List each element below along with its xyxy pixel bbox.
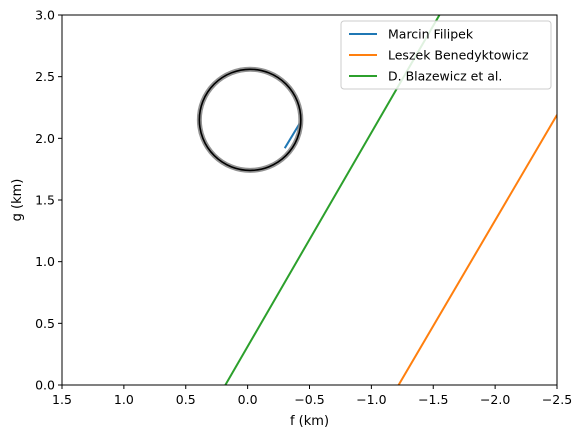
axes: 1.5 1.0 0.5 0.0 −0.5 −1.0 −1.5 −2.0 −2.5 0.0 0.5 1.… — [35, 8, 572, 408]
series-line-2 — [397, 114, 557, 385]
x-tick-label: −2.5 — [542, 392, 572, 407]
x-tick-label: −1.5 — [418, 392, 448, 407]
x-tick-label: 0.0 — [238, 392, 258, 407]
y-tick-label: 0.0 — [35, 378, 55, 393]
legend-label: D. Blazewicz et al. — [388, 69, 502, 84]
y-axis-label: g (km) — [10, 179, 25, 222]
legend-label: Marcin Filipek — [388, 27, 474, 42]
y-tick-label: 1.0 — [35, 254, 55, 269]
circle-outline — [198, 68, 302, 172]
y-tick-label: 0.5 — [35, 316, 55, 331]
series-line-1 — [283, 123, 301, 149]
x-tick-label: 1.5 — [52, 392, 72, 407]
y-tick-label: 1.5 — [35, 193, 55, 208]
legend-label: Leszek Benedyktowicz — [388, 48, 529, 63]
x-axis-label: f (km) — [290, 414, 329, 429]
x-tick-label: −0.5 — [294, 392, 324, 407]
y-tick-label: 3.0 — [35, 8, 55, 23]
legend-box — [340, 20, 552, 90]
x-tick-label: 1.0 — [114, 392, 134, 407]
x-tick-label: 0.5 — [176, 392, 196, 407]
y-tick-label: 2.5 — [35, 69, 55, 84]
legend: Marcin Filipek Leszek Benedyktowicz D. Bla… — [340, 20, 552, 90]
x-tick-label: −1.0 — [356, 392, 386, 407]
x-tick-label: −2.0 — [480, 392, 510, 407]
y-tick-label: 2.0 — [35, 131, 55, 146]
